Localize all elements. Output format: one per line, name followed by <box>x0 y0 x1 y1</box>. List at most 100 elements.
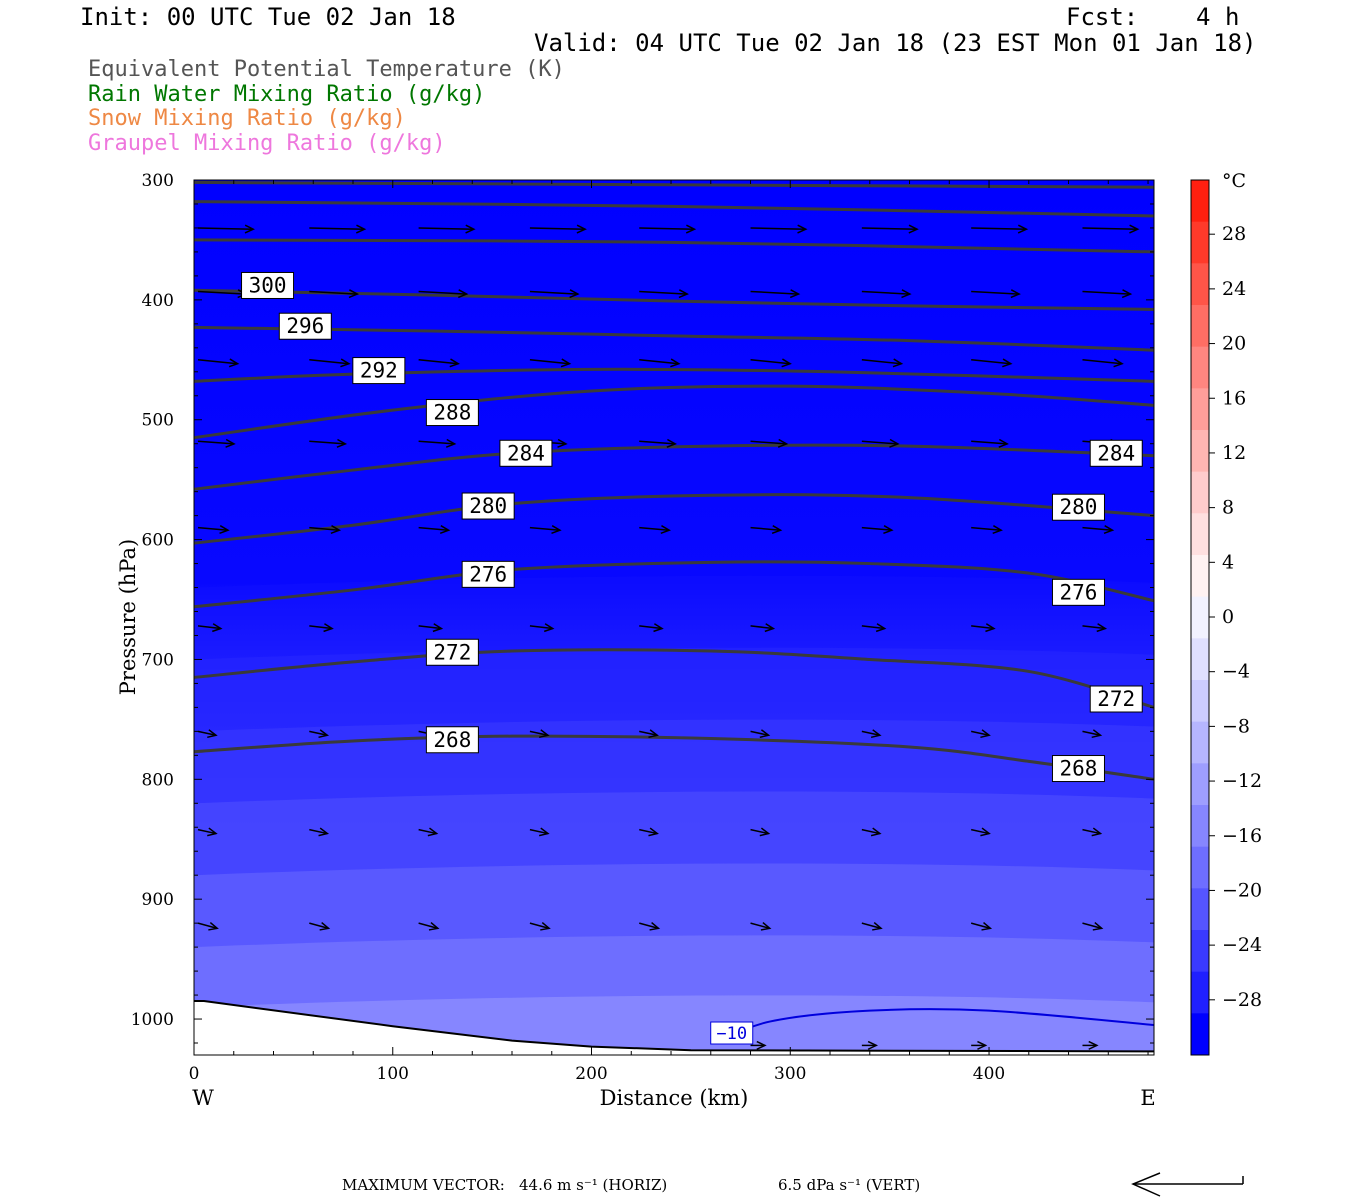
contour-label: 300 <box>241 271 295 299</box>
contour-label: 280 <box>1051 493 1105 521</box>
wind-vector <box>529 921 551 931</box>
wind-vector <box>1082 623 1108 633</box>
max-vector-label: MAXIMUM VECTOR: <box>342 1176 505 1194</box>
wind-vector <box>750 1040 767 1050</box>
wind-vector <box>861 623 887 633</box>
contour-label-box <box>278 312 332 340</box>
wind-vector <box>639 224 697 234</box>
wind-vector <box>1082 525 1115 535</box>
max-vector-vert: 6.5 dPa s⁻¹ (VERT) <box>778 1176 921 1194</box>
wind-vector <box>861 358 904 368</box>
colorbar-segment <box>1191 1013 1209 1056</box>
wind-vector <box>418 358 460 368</box>
wind-vector <box>1082 827 1103 837</box>
colorbar-tick-label: 8 <box>1222 497 1234 519</box>
contour-label-text: 292 <box>360 359 398 383</box>
colorbar-segment <box>1191 846 1209 889</box>
contour-label-box <box>499 439 553 467</box>
colorbar-segment <box>1191 513 1209 556</box>
contour-label-box <box>1089 439 1143 467</box>
wind-vector <box>529 224 587 234</box>
y-tick-label: 800 <box>142 770 174 790</box>
colorbar-tick-label: 12 <box>1222 442 1246 464</box>
theta-e-contour <box>194 200 1154 218</box>
wind-vector <box>639 525 671 535</box>
wind-vector <box>1082 358 1124 368</box>
contour-label: 272 <box>425 638 479 666</box>
wind-vector <box>309 224 367 234</box>
theta-e-contour-288 <box>194 384 1154 440</box>
wind-vector <box>861 224 919 234</box>
wind-vector <box>861 525 894 535</box>
colorbar-segment <box>1191 971 1209 1014</box>
contour-label-box <box>425 726 479 754</box>
y-tick-label: 1000 <box>131 1010 174 1030</box>
contour-label-text: 288 <box>433 401 471 425</box>
y-tick-label: 600 <box>142 531 174 551</box>
contour-label: 268 <box>425 726 479 754</box>
wind-vector <box>197 827 218 837</box>
colorbar-segment <box>1191 180 1209 223</box>
legend-theta-e: Equivalent Potential Temperature (K) <box>88 57 565 82</box>
contour-label-text: 280 <box>1060 495 1098 519</box>
legend-rain: Rain Water Mixing Ratio (g/kg) <box>88 82 486 107</box>
colorbar-tick-label: −28 <box>1222 989 1262 1011</box>
wind-vector <box>971 289 1021 299</box>
wind-vector <box>1082 289 1133 299</box>
contour-label-box <box>1051 755 1105 783</box>
wind-vector <box>861 921 883 931</box>
contour-label-text: 268 <box>433 728 471 752</box>
wind-vector <box>639 623 664 633</box>
contour-label-box <box>425 638 479 666</box>
contour-label-text: 272 <box>1097 687 1135 711</box>
wind-vector <box>309 525 342 535</box>
wind-vector <box>418 921 440 931</box>
colorbar-segment <box>1191 888 1209 931</box>
colorbar-tick-label: −20 <box>1222 879 1262 901</box>
colorbar-tick-label: 24 <box>1222 278 1246 300</box>
theta-e-contour <box>194 238 1154 254</box>
contour-label-text: 280 <box>469 494 507 518</box>
colorbar-tick-label: 28 <box>1222 223 1246 245</box>
isotherm-line <box>716 1008 1154 1044</box>
colorbar-segment <box>1191 430 1209 473</box>
plot-frame <box>193 179 1155 1056</box>
x-tick-label: 200 <box>575 1064 607 1084</box>
wind-vector <box>750 729 771 739</box>
contour-label-text: 276 <box>1060 580 1098 604</box>
theta-e-contour-292 <box>194 367 1154 383</box>
y-tick-label: 300 <box>142 171 174 191</box>
wind-vector <box>639 827 659 837</box>
colorbar-tick-label: −16 <box>1222 825 1262 847</box>
wind-vector <box>418 827 439 837</box>
colorbar-segment <box>1191 763 1209 806</box>
wind-vector <box>197 438 236 448</box>
theta-e-contour-276 <box>194 560 1154 609</box>
isotherm-label: −10 <box>710 1021 754 1045</box>
colorbar-tick-label: −24 <box>1222 934 1262 956</box>
wind-vector <box>750 525 783 535</box>
contour-label-box <box>461 560 515 588</box>
wind-vector <box>197 525 230 535</box>
forecast-hour: Fcst: 4 h <box>1066 3 1240 31</box>
wind-vector <box>197 623 223 633</box>
wind-vector <box>418 289 469 299</box>
wind-vector <box>309 729 330 739</box>
contour-label-box <box>1089 685 1143 713</box>
legend-graupel: Graupel Mixing Ratio (g/kg) <box>88 131 446 156</box>
theta-e-contour-280 <box>194 493 1154 545</box>
contour-label-box <box>1051 493 1105 521</box>
wind-vector <box>309 438 348 448</box>
contour-label: 272 <box>1089 685 1143 713</box>
colorbar-segment <box>1191 263 1209 306</box>
colorbar-segment <box>1191 930 1209 973</box>
wind-vector <box>309 358 351 368</box>
contour-label: 284 <box>499 439 553 467</box>
theta-e-contour <box>194 180 1154 189</box>
wind-vector <box>971 827 991 837</box>
colorbar-tick-label: 0 <box>1222 606 1234 628</box>
wind-vector <box>861 438 900 448</box>
contour-label-text: 296 <box>286 314 324 338</box>
contour-label-text: 272 <box>433 640 471 664</box>
